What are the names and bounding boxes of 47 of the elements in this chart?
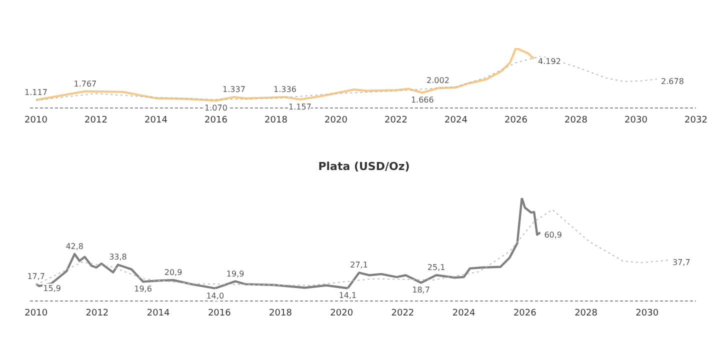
x-tick-label: 2014: [146, 308, 170, 318]
x-tick-label: 2020: [330, 308, 354, 318]
x-tick-label: 2028: [564, 115, 588, 126]
data-label: 1.337: [222, 85, 246, 94]
data-label: 4.192: [538, 56, 561, 66]
x-tick-label: 2016: [204, 115, 228, 126]
data-label: 14,0: [206, 291, 224, 300]
data-label: 18,7: [412, 286, 430, 295]
x-tick-label: 2010: [24, 308, 48, 318]
x-tick-label: 2012: [84, 115, 108, 126]
data-label: 27,1: [350, 260, 368, 270]
x-tick-label: 2010: [24, 115, 48, 126]
data-label: 1.666: [410, 96, 434, 105]
x-tick-label: 2032: [684, 115, 708, 126]
data-label: 1.336: [274, 85, 296, 94]
data-label: 15,9: [43, 284, 61, 294]
data-label: 14,1: [338, 291, 357, 300]
x-tick-label: 2022: [391, 308, 414, 318]
x-tick-label: 2026: [513, 308, 537, 318]
x-tick-label: 2018: [269, 308, 292, 318]
data-label: 19,6: [134, 284, 152, 294]
data-label: 2.002: [426, 76, 450, 86]
x-tick-label: 2020: [324, 115, 348, 126]
data-label: 37,7: [672, 258, 690, 268]
data-label: 60,9: [544, 230, 562, 240]
x-tick-label: 2012: [86, 308, 109, 318]
data-label: 1.767: [74, 79, 97, 88]
chart-title: Plata (USD/Oz): [317, 160, 411, 175]
x-tick-label: 2026: [504, 115, 528, 126]
x-tick-label: 2028: [574, 308, 598, 318]
data-label: 42,8: [66, 242, 84, 252]
x-tick-label: 2024: [452, 308, 476, 318]
x-tick-label: 2022: [384, 115, 408, 126]
data-label: 19,9: [226, 269, 244, 278]
data-label: 25,1: [427, 263, 446, 272]
x-tick-label: 2014: [144, 115, 168, 126]
data-label: 1.157: [288, 102, 312, 112]
x-tick-label: 2030: [636, 308, 659, 318]
x-tick-label: 2030: [624, 115, 648, 126]
data-label: 1.117: [24, 88, 48, 97]
x-tick-label: 2018: [264, 115, 288, 126]
data-label: 2.678: [661, 77, 684, 86]
data-label: 20,9: [164, 268, 182, 278]
x-tick-label: 2016: [208, 308, 232, 318]
data-label: 33,8: [109, 252, 127, 262]
x-tick-label: 2024: [444, 115, 468, 126]
data-label: 17,7: [27, 272, 46, 281]
